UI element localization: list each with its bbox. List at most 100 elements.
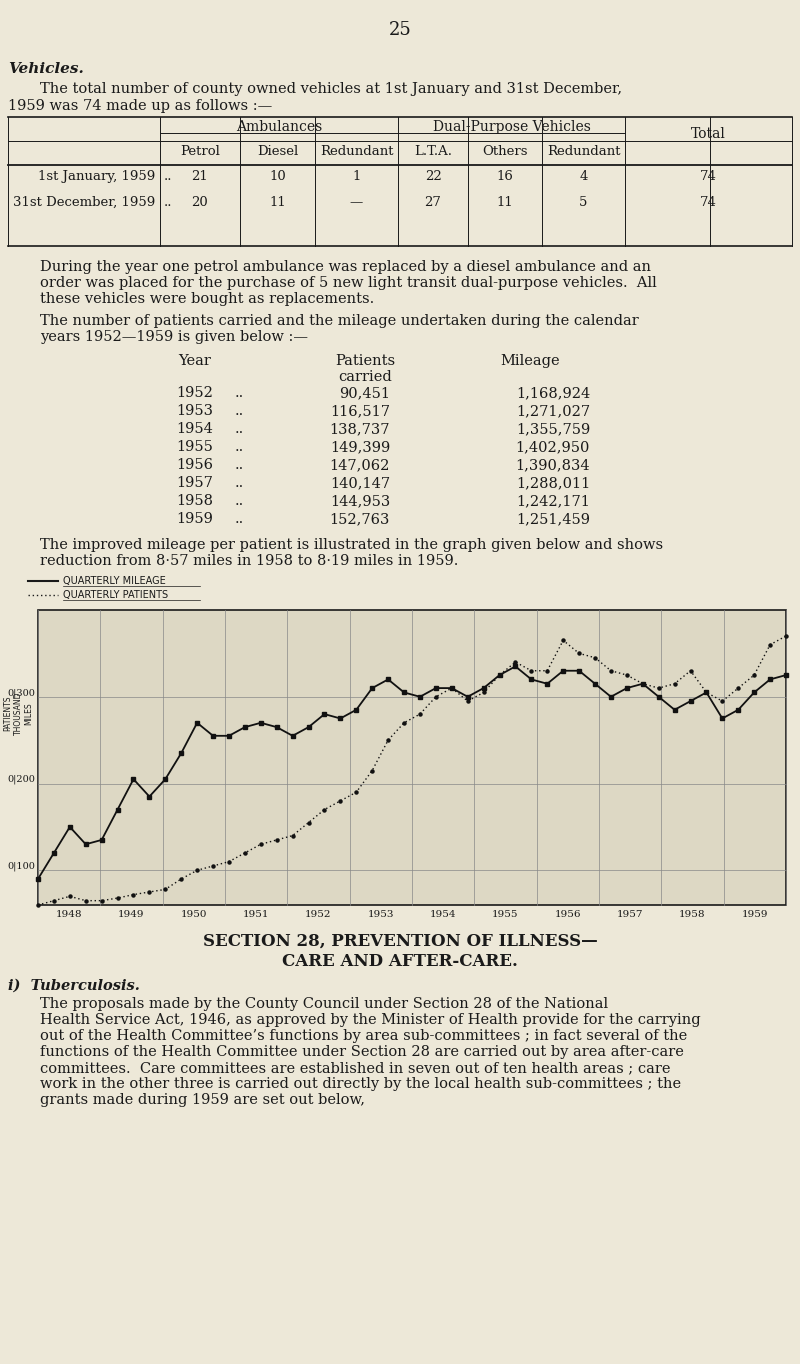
Text: 20: 20 bbox=[192, 196, 208, 209]
Text: ..: .. bbox=[235, 512, 244, 527]
Text: ..: .. bbox=[235, 421, 244, 436]
Bar bbox=[38, 610, 786, 904]
Text: 138,737: 138,737 bbox=[330, 421, 390, 436]
Text: 1948: 1948 bbox=[56, 910, 82, 919]
Text: 1950: 1950 bbox=[181, 910, 207, 919]
Text: Redundant: Redundant bbox=[320, 145, 394, 158]
Text: 140,147: 140,147 bbox=[330, 476, 390, 490]
Text: 1958: 1958 bbox=[679, 910, 706, 919]
Text: 1955: 1955 bbox=[492, 910, 518, 919]
Text: 1954: 1954 bbox=[430, 910, 457, 919]
Text: 1: 1 bbox=[352, 170, 361, 183]
Text: 4: 4 bbox=[579, 170, 588, 183]
Text: reduction from 8·57 miles in 1958 to 8·19 miles in 1959.: reduction from 8·57 miles in 1958 to 8·1… bbox=[40, 554, 458, 567]
Text: 0|100: 0|100 bbox=[7, 862, 35, 872]
Text: 1955: 1955 bbox=[177, 441, 214, 454]
Text: 1957: 1957 bbox=[177, 476, 214, 490]
Text: 1952: 1952 bbox=[177, 386, 214, 400]
Text: 27: 27 bbox=[425, 196, 442, 209]
Text: 0|300: 0|300 bbox=[7, 687, 35, 697]
Text: 1954: 1954 bbox=[177, 421, 214, 436]
Text: 116,517: 116,517 bbox=[330, 404, 390, 417]
Text: SECTION 28, PREVENTION OF ILLNESS—: SECTION 28, PREVENTION OF ILLNESS— bbox=[202, 933, 598, 949]
Text: 1,355,759: 1,355,759 bbox=[516, 421, 590, 436]
Text: 149,399: 149,399 bbox=[330, 441, 390, 454]
Text: 25: 25 bbox=[389, 20, 411, 40]
Text: 1st January, 1959: 1st January, 1959 bbox=[38, 170, 155, 183]
Text: 21: 21 bbox=[192, 170, 208, 183]
Text: 1959: 1959 bbox=[177, 512, 214, 527]
Text: CARE AND AFTER-CARE.: CARE AND AFTER-CARE. bbox=[282, 953, 518, 970]
Text: Redundant: Redundant bbox=[546, 145, 620, 158]
Text: L.T.A.: L.T.A. bbox=[414, 145, 452, 158]
Text: ..: .. bbox=[235, 441, 244, 454]
Text: 152,763: 152,763 bbox=[330, 512, 390, 527]
Text: QUARTERLY MILEAGE: QUARTERLY MILEAGE bbox=[63, 576, 166, 587]
Text: ..: .. bbox=[235, 458, 244, 472]
Text: Mileage: Mileage bbox=[500, 355, 560, 368]
Text: The number of patients carried and the mileage undertaken during the calendar: The number of patients carried and the m… bbox=[40, 314, 638, 327]
Text: Vehicles.: Vehicles. bbox=[8, 61, 84, 76]
Text: —: — bbox=[350, 196, 363, 209]
Text: 1,271,027: 1,271,027 bbox=[516, 404, 590, 417]
Text: 147,062: 147,062 bbox=[330, 458, 390, 472]
Text: 16: 16 bbox=[497, 170, 514, 183]
Text: 0|200: 0|200 bbox=[7, 775, 35, 784]
Text: 1953: 1953 bbox=[367, 910, 394, 919]
Text: 5: 5 bbox=[579, 196, 588, 209]
Text: 1951: 1951 bbox=[243, 910, 270, 919]
Text: 1956: 1956 bbox=[554, 910, 581, 919]
Text: 74: 74 bbox=[700, 170, 717, 183]
Text: 1959: 1959 bbox=[742, 910, 768, 919]
Text: ..: .. bbox=[235, 476, 244, 490]
Text: these vehicles were bought as replacements.: these vehicles were bought as replacemen… bbox=[40, 292, 374, 306]
Text: ..: .. bbox=[235, 404, 244, 417]
Text: 1959 was 74 made up as follows :—: 1959 was 74 made up as follows :— bbox=[8, 100, 272, 113]
Text: out of the Health Committee’s functions by area sub-committees ; in fact several: out of the Health Committee’s functions … bbox=[40, 1028, 687, 1043]
Text: QUARTERLY PATIENTS: QUARTERLY PATIENTS bbox=[63, 591, 168, 600]
Text: PATIENTS
THOUSAND
MILES: PATIENTS THOUSAND MILES bbox=[3, 692, 33, 735]
Text: functions of the Health Committee under Section 28 are carried out by area after: functions of the Health Committee under … bbox=[40, 1045, 684, 1058]
Text: 22: 22 bbox=[425, 170, 442, 183]
Text: 1952: 1952 bbox=[306, 910, 332, 919]
Text: ..: .. bbox=[164, 196, 173, 209]
Text: 1953: 1953 bbox=[177, 404, 214, 417]
Text: 144,953: 144,953 bbox=[330, 494, 390, 507]
Text: work in the other three is carried out directly by the local health sub-committe: work in the other three is carried out d… bbox=[40, 1078, 681, 1091]
Text: Patients: Patients bbox=[335, 355, 395, 368]
Text: 1,390,834: 1,390,834 bbox=[515, 458, 590, 472]
Text: 1,251,459: 1,251,459 bbox=[516, 512, 590, 527]
Text: 1,168,924: 1,168,924 bbox=[516, 386, 590, 400]
Text: Health Service Act, 1946, as approved by the Minister of Health provide for the : Health Service Act, 1946, as approved by… bbox=[40, 1013, 701, 1027]
Text: grants made during 1959 are set out below,: grants made during 1959 are set out belo… bbox=[40, 1093, 365, 1108]
Text: 74: 74 bbox=[700, 196, 717, 209]
Text: 31st December, 1959: 31st December, 1959 bbox=[13, 196, 155, 209]
Text: 1956: 1956 bbox=[177, 458, 214, 472]
Text: 1,242,171: 1,242,171 bbox=[516, 494, 590, 507]
Text: years 1952—1959 is given below :—: years 1952—1959 is given below :— bbox=[40, 330, 308, 344]
Text: Diesel: Diesel bbox=[257, 145, 298, 158]
Text: Total: Total bbox=[691, 127, 726, 140]
Text: order was placed for the purchase of 5 new light transit dual-purpose vehicles. : order was placed for the purchase of 5 n… bbox=[40, 276, 657, 291]
Text: Dual-Purpose Vehicles: Dual-Purpose Vehicles bbox=[433, 120, 590, 134]
Text: committees.  Care committees are established in seven out of ten health areas ; : committees. Care committees are establis… bbox=[40, 1061, 670, 1075]
Text: 11: 11 bbox=[269, 196, 286, 209]
Text: carried: carried bbox=[338, 370, 392, 385]
Text: The total number of county owned vehicles at 1st January and 31st December,: The total number of county owned vehicle… bbox=[40, 82, 622, 95]
Text: Year: Year bbox=[178, 355, 211, 368]
Text: 1949: 1949 bbox=[118, 910, 145, 919]
Text: Others: Others bbox=[482, 145, 528, 158]
Text: 11: 11 bbox=[497, 196, 514, 209]
Text: 90,451: 90,451 bbox=[339, 386, 390, 400]
Text: Ambulances: Ambulances bbox=[236, 120, 322, 134]
Text: The improved mileage per patient is illustrated in the graph given below and sho: The improved mileage per patient is illu… bbox=[40, 537, 663, 552]
Text: Petrol: Petrol bbox=[180, 145, 220, 158]
Text: 1958: 1958 bbox=[177, 494, 214, 507]
Text: 1,288,011: 1,288,011 bbox=[516, 476, 590, 490]
Text: During the year one petrol ambulance was replaced by a diesel ambulance and an: During the year one petrol ambulance was… bbox=[40, 261, 651, 274]
Text: The proposals made by the County Council under Section 28 of the National: The proposals made by the County Council… bbox=[40, 997, 608, 1011]
Text: i)  Tuberculosis.: i) Tuberculosis. bbox=[8, 979, 140, 993]
Text: 1,402,950: 1,402,950 bbox=[516, 441, 590, 454]
Text: ..: .. bbox=[164, 170, 173, 183]
Text: ..: .. bbox=[235, 386, 244, 400]
